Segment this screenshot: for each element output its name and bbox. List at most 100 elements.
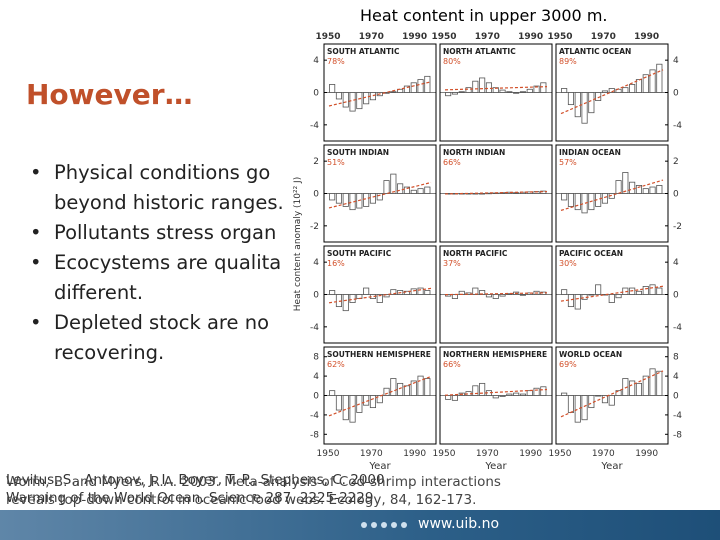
data-bar [615,390,622,396]
data-bar [397,382,404,396]
data-bar [588,294,595,296]
data-bar [403,385,411,396]
data-bar [417,375,424,396]
data-bar [403,186,411,194]
trend-line [560,69,664,115]
y-tick-label: 4 [313,372,319,382]
data-bar [445,294,452,297]
y-tick-label: 4 [313,258,319,268]
data-bar [451,395,459,401]
trend-line [560,370,664,418]
data-bar [390,91,397,93]
y-tick-label: 0 [673,89,679,99]
data-bar [629,181,636,194]
slide-heading: However… [26,78,193,111]
data-bar [574,395,581,423]
data-bar [397,88,404,93]
data-bar [383,387,390,396]
data-bar [656,185,663,194]
data-bar [629,84,636,93]
y-tick-label: -4 [673,411,682,421]
trend-line [328,375,432,417]
data-bar [369,395,377,409]
x-tick-label: 1970 [360,449,383,459]
data-bar [561,392,568,396]
data-bar [567,294,574,308]
data-bar [649,284,656,295]
data-bar [581,92,588,124]
y-tick-label: 2 [313,157,319,167]
data-bar [519,393,527,396]
x-tick-label: 1990 [519,449,542,459]
x-tick-label: 1970 [592,449,615,459]
trend-line [560,179,664,211]
data-bar [329,193,336,201]
panel-label: SOUTHERN HEMISPHERE [327,350,431,359]
footer-bar: www.uib.no [0,510,720,540]
data-bar [574,193,581,211]
y-tick-label: -4 [310,121,319,131]
data-bar [567,92,574,106]
panel-label: ATLANTIC OCEAN [559,47,631,56]
data-bar [635,185,642,194]
data-bar [417,79,424,93]
y-tick-label: 4 [313,56,319,66]
data-bar [513,392,520,396]
data-bar [329,290,336,295]
data-bar [424,290,431,295]
data-bar [561,289,568,295]
y-tick-label: 0 [313,190,319,200]
citation-line: reveals top-down control in oceanic food… [6,492,477,508]
x-tick-label: 1970 [591,32,616,42]
data-bar [376,395,383,404]
data-bar [451,92,459,95]
trend-line [560,285,664,302]
panel-label: NORTH ATLANTIC [443,47,516,56]
panel-label: NORTHERN HEMISPHERE [443,350,547,359]
data-bar [642,188,649,194]
y-tick-label: -4 [310,411,319,421]
y-tick-label: 8 [673,353,679,363]
x-tick-label: 1970 [475,32,500,42]
x-tick-label: 1970 [476,449,499,459]
x-tick-label: 1950 [317,449,340,459]
data-bar [363,193,370,207]
x-axis-label: Year [600,461,623,472]
bullet-list: Physical conditions go beyond historic r… [30,158,298,368]
data-bar [349,395,356,423]
data-bar [642,375,649,396]
trend-line [328,287,432,304]
data-bar [526,390,533,396]
data-bar [608,395,615,406]
heat-content-figure: 1950 1970 1990 1950 1970 1990 1950 1970 1990 1950… [293,32,682,472]
x-tick-label: 1990 [403,449,426,459]
data-bar [417,188,424,194]
y-tick-label: -4 [310,323,319,333]
x-tick-label: 1990 [635,449,658,459]
panel-percent: 51% [327,158,345,167]
data-bar [588,395,595,409]
y-tick-label: 4 [673,258,679,268]
data-bar [390,173,397,194]
bullet-item: Pollutants stress organ [30,218,298,248]
data-bar [417,287,424,295]
data-bar [649,368,656,396]
data-bar [342,92,349,108]
trend-line [328,81,432,107]
data-bar [540,82,547,93]
panel-percent: 78% [327,57,345,66]
x-tick-label: 1950 [431,32,456,42]
x-tick-label: 1970 [359,32,384,42]
y-tick-label: -2 [673,222,682,232]
footer-url-link[interactable]: www.uib.no [418,516,500,532]
data-bar [492,395,499,399]
panel-percent: 66% [443,158,461,167]
data-bar [608,88,615,93]
panel-label: NORTH PACIFIC [443,249,508,258]
data-bar [342,294,349,312]
data-bar [656,63,663,93]
data-bar [424,75,431,93]
trend-line [328,181,432,209]
y-tick-label: 2 [673,157,679,167]
chart-title: Heat content in upper 3000 m. [360,6,608,25]
